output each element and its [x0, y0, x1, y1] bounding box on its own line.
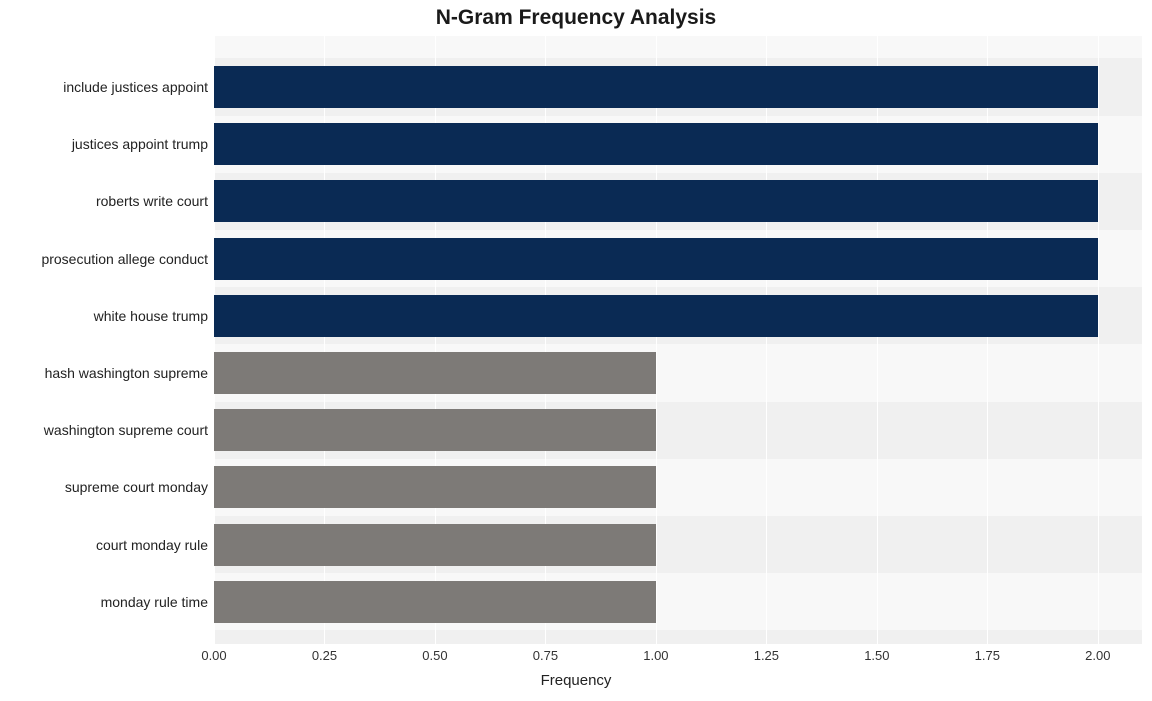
y-tick-label: justices appoint trump [72, 136, 208, 152]
x-tick-label: 1.75 [975, 648, 1000, 663]
bar [214, 352, 656, 394]
bar [214, 295, 1098, 337]
y-tick-label: hash washington supreme [45, 365, 208, 381]
bar [214, 409, 656, 451]
gridline [1098, 36, 1099, 644]
bar [214, 180, 1098, 222]
y-tick-label: court monday rule [96, 537, 208, 553]
bar [214, 524, 656, 566]
y-tick-label: washington supreme court [44, 422, 208, 438]
y-tick-label: monday rule time [101, 594, 208, 610]
chart-title: N-Gram Frequency Analysis [0, 6, 1152, 30]
y-tick-label: white house trump [94, 308, 208, 324]
bar [214, 66, 1098, 108]
x-tick-label: 1.50 [864, 648, 889, 663]
y-tick-label: roberts write court [96, 193, 208, 209]
plot-area [214, 36, 1142, 644]
x-tick-label: 2.00 [1085, 648, 1110, 663]
y-tick-label: supreme court monday [65, 479, 208, 495]
y-tick-label: prosecution allege conduct [41, 251, 208, 267]
plot-band [214, 630, 1142, 644]
y-tick-label: include justices appoint [63, 79, 208, 95]
bar [214, 581, 656, 623]
ngram-chart: N-Gram Frequency Analysis Frequency incl… [0, 0, 1152, 701]
bar [214, 123, 1098, 165]
x-tick-label: 0.25 [312, 648, 337, 663]
bar [214, 466, 656, 508]
x-tick-label: 1.25 [754, 648, 779, 663]
bar [214, 238, 1098, 280]
x-tick-label: 1.00 [643, 648, 668, 663]
x-axis-label: Frequency [0, 672, 1152, 689]
x-tick-label: 0.00 [201, 648, 226, 663]
x-tick-label: 0.75 [533, 648, 558, 663]
x-tick-label: 0.50 [422, 648, 447, 663]
